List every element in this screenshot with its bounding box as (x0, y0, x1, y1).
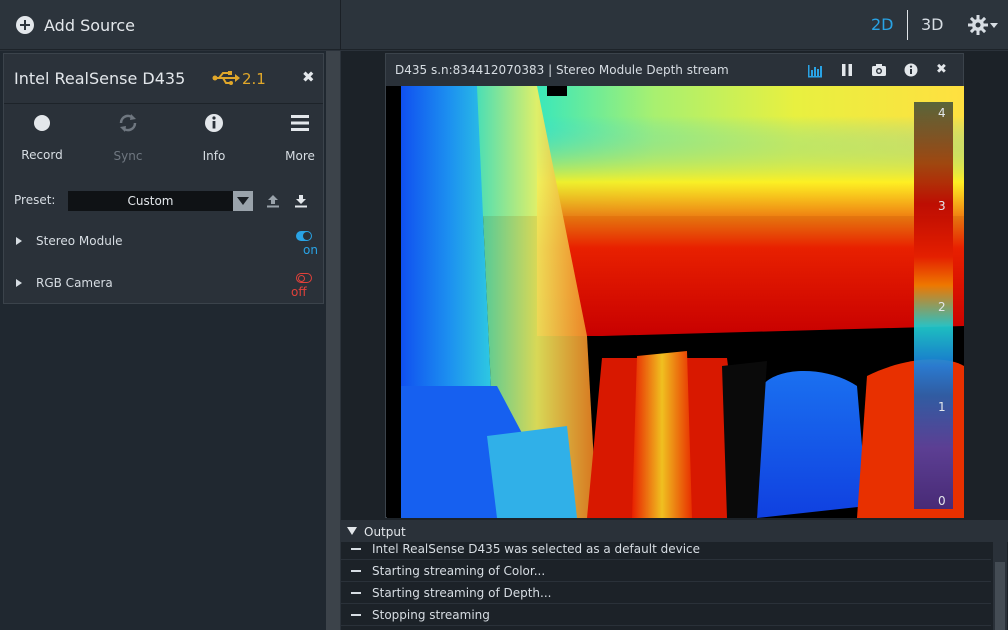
sensor-row-stereo-module[interactable]: Stereo Module on (4, 231, 323, 257)
log-text: Intel RealSense D435 was selected as a d… (372, 542, 701, 556)
expand-arrow-icon[interactable] (16, 237, 22, 245)
view-2d-button[interactable]: 2D (871, 15, 894, 34)
device-header: Intel RealSense D435 2.1 ✖ (4, 54, 323, 104)
add-source-button[interactable]: Add Source (16, 12, 135, 38)
log-text: Starting streaming of Color... (372, 564, 546, 578)
more-button[interactable]: More (265, 112, 335, 168)
download-icon[interactable] (294, 194, 308, 208)
rgb-camera-toggle-label: off (291, 285, 307, 299)
preset-dropdown[interactable]: Custom (68, 191, 253, 211)
rgb-camera-toggle[interactable] (296, 273, 312, 283)
depth-stream-panel: D435 s.n:834412070383 | Stereo Module De… (385, 53, 964, 518)
sync-label: Sync (113, 149, 143, 163)
info-button[interactable]: Info (179, 112, 249, 168)
output-header[interactable]: Output (341, 520, 1008, 542)
gear-icon[interactable] (968, 13, 1000, 37)
device-name: Intel RealSense D435 (14, 69, 186, 88)
info-icon (205, 114, 223, 132)
collapse-arrow-icon[interactable] (347, 527, 357, 535)
log-line: Starting streaming of Depth... (341, 582, 991, 604)
close-icon[interactable]: ✖ (936, 62, 947, 77)
record-label: Record (21, 148, 63, 162)
histogram-icon[interactable] (807, 62, 823, 78)
depth-colorbar: 4 3 2 1 0 (914, 102, 955, 509)
dash-icon (351, 570, 361, 572)
record-icon (31, 115, 53, 137)
preset-value: Custom (127, 194, 174, 208)
expand-arrow-icon[interactable] (16, 279, 22, 287)
sync-icon (119, 114, 137, 132)
stream-title: D435 s.n:834412070383 | Stereo Module De… (395, 63, 729, 77)
stream-header: D435 s.n:834412070383 | Stereo Module De… (386, 54, 963, 86)
view-3d-button[interactable]: 3D (921, 15, 944, 34)
log-line: Intel RealSense D435 was selected as a d… (341, 538, 991, 560)
camera-icon[interactable] (871, 62, 887, 78)
colorbar-tick: 1 (938, 400, 946, 414)
record-button[interactable]: Record (7, 112, 77, 168)
upload-icon[interactable] (266, 194, 280, 208)
view-toggle-divider (907, 10, 908, 40)
top-bar-divider (340, 0, 341, 50)
output-scrollbar[interactable] (993, 542, 1007, 630)
colorbar-tick: 2 (938, 300, 946, 314)
stereo-module-toggle-label: on (303, 243, 318, 257)
pause-icon[interactable] (839, 62, 855, 78)
colorbar-tick: 3 (938, 199, 946, 213)
info-label: Info (202, 149, 226, 163)
sensor-name: RGB Camera (36, 276, 113, 290)
log-text: Starting streaming of Depth... (372, 586, 552, 600)
device-toolbar: Record Sync Info (4, 106, 323, 168)
output-title: Output (364, 525, 406, 539)
plus-circle-icon (16, 16, 34, 34)
info-icon[interactable] (903, 62, 919, 78)
dash-icon (351, 592, 361, 594)
usb-icon (212, 71, 240, 85)
output-panel: Output Intel RealSense D435 was selected… (341, 520, 1008, 630)
top-bar: Add Source 2D 3D (0, 0, 1008, 50)
sidebar-scrollbar[interactable] (326, 51, 340, 630)
sync-button[interactable]: Sync (93, 112, 163, 168)
colorbar-tick: 4 (938, 106, 946, 120)
log-line: Stopping streaming (341, 604, 991, 626)
depth-image (387, 86, 964, 518)
log-line: Starting streaming of Color... (341, 560, 991, 582)
sensor-row-rgb-camera[interactable]: RGB Camera off (4, 273, 323, 299)
dash-icon (351, 614, 361, 616)
colorbar-gradient (914, 102, 953, 509)
colorbar-tick: 0 (938, 494, 946, 508)
dropdown-arrow-icon (233, 191, 253, 211)
device-panel: Intel RealSense D435 2.1 ✖ Record (3, 53, 324, 304)
more-label: More (285, 149, 315, 163)
close-icon[interactable]: ✖ (302, 68, 315, 86)
stereo-module-toggle[interactable] (296, 231, 312, 241)
preset-label: Preset: (14, 193, 56, 207)
dash-icon (351, 548, 361, 550)
hamburger-icon (291, 115, 309, 131)
sensor-name: Stereo Module (36, 234, 123, 248)
scrollbar-thumb[interactable] (995, 562, 1005, 630)
add-source-label: Add Source (44, 15, 136, 35)
usb-version: 2.1 (242, 70, 266, 88)
log-text: Stopping streaming (372, 608, 490, 622)
